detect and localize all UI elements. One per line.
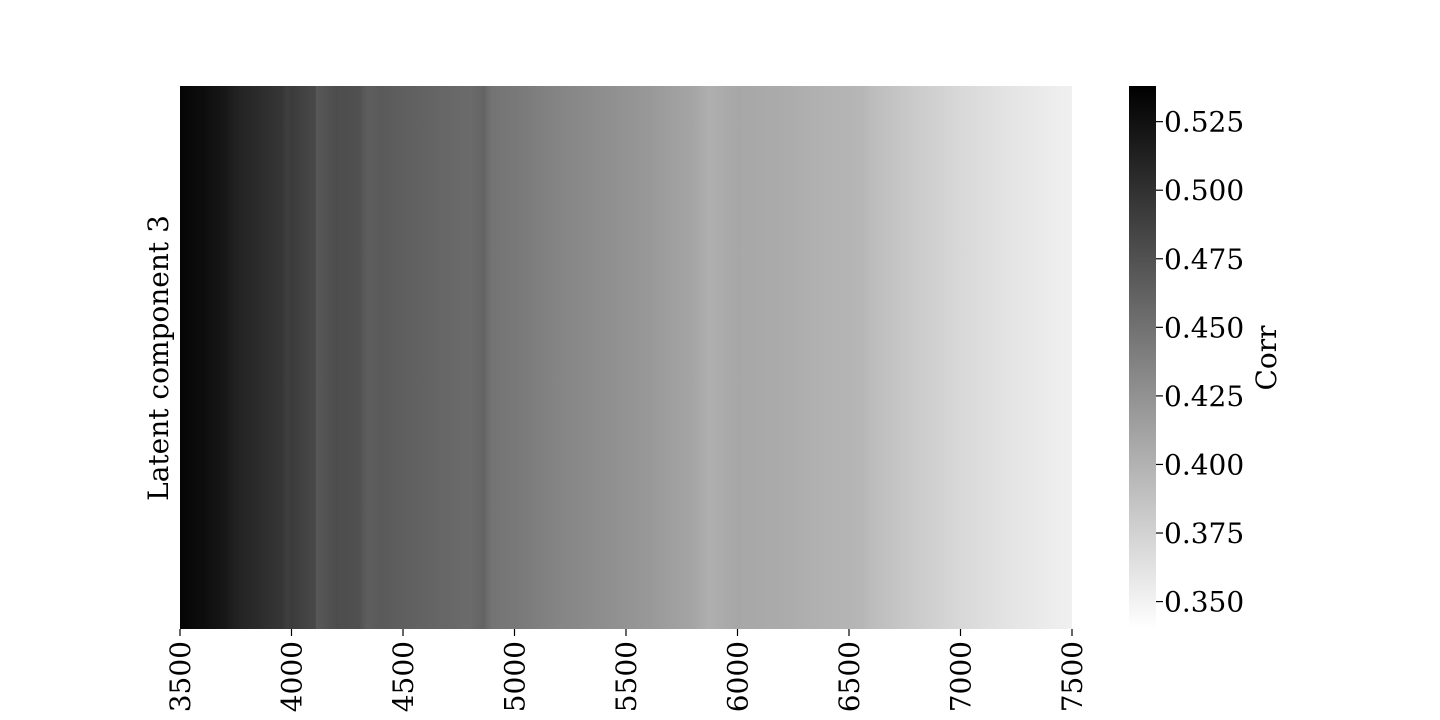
x-tick-label: 6500 (833, 641, 866, 712)
x-tick-label: 7000 (945, 641, 978, 712)
colorbar-tick-label: 0.500 (1164, 174, 1244, 207)
heatmap-cell (871, 86, 874, 629)
heatmap-cell (1005, 86, 1008, 629)
heatmap-cell (316, 86, 318, 629)
heatmap-cell (280, 86, 283, 629)
x-tick-label: 4000 (276, 641, 309, 712)
colorbar-tick-label: 0.350 (1164, 586, 1244, 619)
colorbar-tick-label: 0.525 (1164, 106, 1244, 139)
heatmap-cell (514, 86, 517, 629)
heatmap-cell (915, 86, 918, 629)
heatmap-cell (224, 86, 227, 629)
heatmap-cell (336, 86, 339, 629)
heatmap-cell (469, 86, 472, 629)
colorbar-tick-label: 0.400 (1164, 448, 1244, 481)
colorbar-tick-label: 0.375 (1164, 517, 1244, 550)
colorbar-tick-label: 0.475 (1164, 243, 1244, 276)
x-tick-label: 4500 (387, 641, 420, 712)
heatmap-cell (692, 86, 695, 629)
heatmap-cell (258, 86, 261, 629)
heatmap-cell (313, 86, 316, 629)
heatmap-cell (782, 86, 785, 629)
heatmap-cell (708, 86, 711, 629)
heatmap-cell (1049, 86, 1052, 629)
heatmap-cell (287, 86, 289, 629)
heatmap-cell (367, 86, 370, 629)
colorbar-tick-label: 0.425 (1164, 380, 1244, 413)
colorbar-gradient (1129, 86, 1156, 629)
heatmap-cell (269, 86, 272, 629)
heatmap-cell (380, 86, 383, 629)
heatmap-cell (291, 86, 294, 629)
heatmap-cell (960, 86, 963, 629)
heatmap-cell (559, 86, 562, 629)
x-tick-label: 3500 (164, 641, 197, 712)
heatmap-area (180, 86, 1072, 629)
x-tick-label: 6000 (722, 641, 755, 712)
heatmap-cell (862, 86, 865, 629)
heatmap-cell (483, 86, 486, 629)
x-tick-label: 5500 (610, 641, 643, 712)
colorbar-ticks: 0.525 0.500 0.475 0.450 0.425 0.400 0.375 0.350 (1156, 106, 1244, 619)
heatmap-cell (737, 86, 740, 629)
x-axis: 3500 4000 4500 5000 5500 6000 6500 7000 7500 (164, 629, 1089, 712)
x-tick-label: 5000 (499, 641, 532, 712)
heatmap-cell (826, 86, 829, 629)
colorbar-tick-label: 0.450 (1164, 311, 1244, 344)
heatmap-cell (447, 86, 450, 629)
heatmap-cell (358, 86, 361, 629)
heatmap-cell (235, 86, 238, 629)
colorbar: 0.525 0.500 0.475 0.450 0.425 0.400 0.375 0.350… (1129, 86, 1283, 629)
heatmap-column-stripes (202, 86, 1052, 629)
colorbar-label: Corr (1250, 325, 1283, 391)
heatmap-cell (648, 86, 651, 629)
heatmap-cell (202, 86, 205, 629)
heatmap-cell (403, 86, 405, 629)
y-axis-label: Latent component 3 (142, 215, 175, 501)
heatmap-cell (492, 86, 495, 629)
heatmap-cell (603, 86, 606, 629)
x-tick-label: 7500 (1056, 641, 1089, 712)
heatmap-cell (246, 86, 249, 629)
heatmap-cells (180, 86, 1072, 629)
heatmap-cell (425, 86, 428, 629)
